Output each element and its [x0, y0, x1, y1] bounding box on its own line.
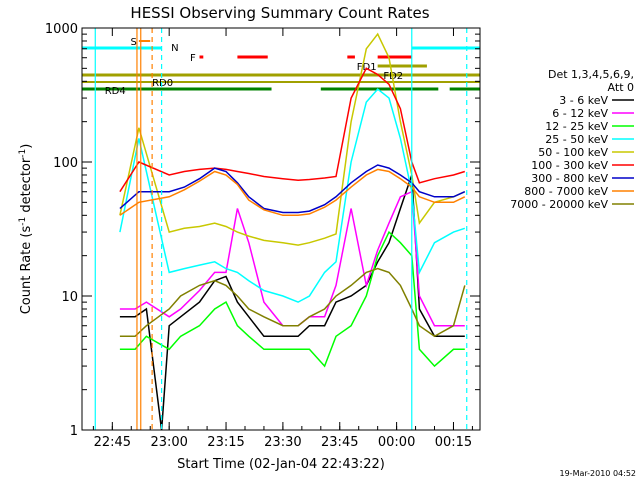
- flag-label-fd2: FD2: [383, 71, 403, 82]
- series-lines: [119, 32, 466, 431]
- x-tick-label-2: 23:15: [207, 435, 244, 450]
- y-tick-label-3: 1000: [45, 22, 78, 37]
- x-tick-label-4: 23:45: [321, 435, 358, 450]
- y-axis-label-end: ): [19, 144, 34, 149]
- x-tick-label-0: 22:45: [94, 435, 131, 450]
- x-axis-ticks: 22:45 23:00 23:15 23:30 23:45 00:00 00:15: [92, 28, 473, 450]
- observing-flags: S N F FD1 FD2 RD0 RD4: [82, 37, 480, 97]
- y-tick-label-0: 1: [70, 424, 78, 439]
- x-tick-label-3: 23:30: [264, 435, 301, 450]
- y-axis-label-main: Count Rate (s: [19, 226, 34, 315]
- timestamp: 19-Mar-2010 04:52: [560, 469, 637, 478]
- legend-header-att: Att 0: [608, 81, 634, 94]
- plot-frame: [81, 27, 481, 431]
- flag-label-f: F: [190, 53, 196, 64]
- y-axis-label-sup1: -1: [18, 217, 28, 226]
- chart-title: HESSI Observing Summary Count Rates: [130, 4, 429, 22]
- legend-label-2: 12 - 25 keV: [545, 120, 608, 133]
- legend-label-5: 100 - 300 keV: [531, 159, 608, 172]
- legend-label-3: 25 - 50 keV: [545, 133, 608, 146]
- flag-label-rd0: RD0: [152, 78, 173, 89]
- x-axis-label: Start Time (02-Jan-04 22:43:22): [177, 457, 385, 472]
- legend-label-4: 50 - 100 keV: [538, 146, 608, 159]
- legend-header: Det 1,3,4,5,6,9,: [548, 68, 634, 81]
- legend-label-0: 3 - 6 keV: [559, 94, 608, 107]
- flag-label-s: S: [131, 37, 137, 48]
- y-axis-label: Count Rate (s-1 detector-1): [18, 144, 34, 315]
- flag-label-n: N: [171, 43, 178, 54]
- event-markers: [94, 28, 468, 430]
- x-tick-label-1: 23:00: [150, 435, 187, 450]
- series-line-8: [119, 267, 466, 338]
- x-tick-label-6: 00:15: [435, 435, 472, 450]
- legend-label-7: 800 - 7000 keV: [524, 185, 608, 198]
- flag-label-rd4: RD4: [105, 86, 126, 97]
- series-line-0: [119, 174, 465, 431]
- flag-label-fd1: FD1: [357, 62, 377, 73]
- y-axis-label-sup2: -1: [18, 149, 28, 158]
- x-tick-label-5: 00:00: [378, 435, 415, 450]
- y-axis-ticks: 1 10 100 1000: [45, 22, 480, 439]
- y-tick-label-1: 10: [61, 290, 78, 305]
- legend-label-1: 6 - 12 keV: [552, 107, 608, 120]
- legend-label-8: 7000 - 20000 keV: [510, 198, 608, 211]
- y-tick-label-2: 100: [53, 156, 78, 171]
- legend-label-6: 300 - 800 keV: [531, 172, 608, 185]
- series-line-2: [119, 230, 465, 368]
- y-axis-label-mid: detector: [19, 157, 34, 217]
